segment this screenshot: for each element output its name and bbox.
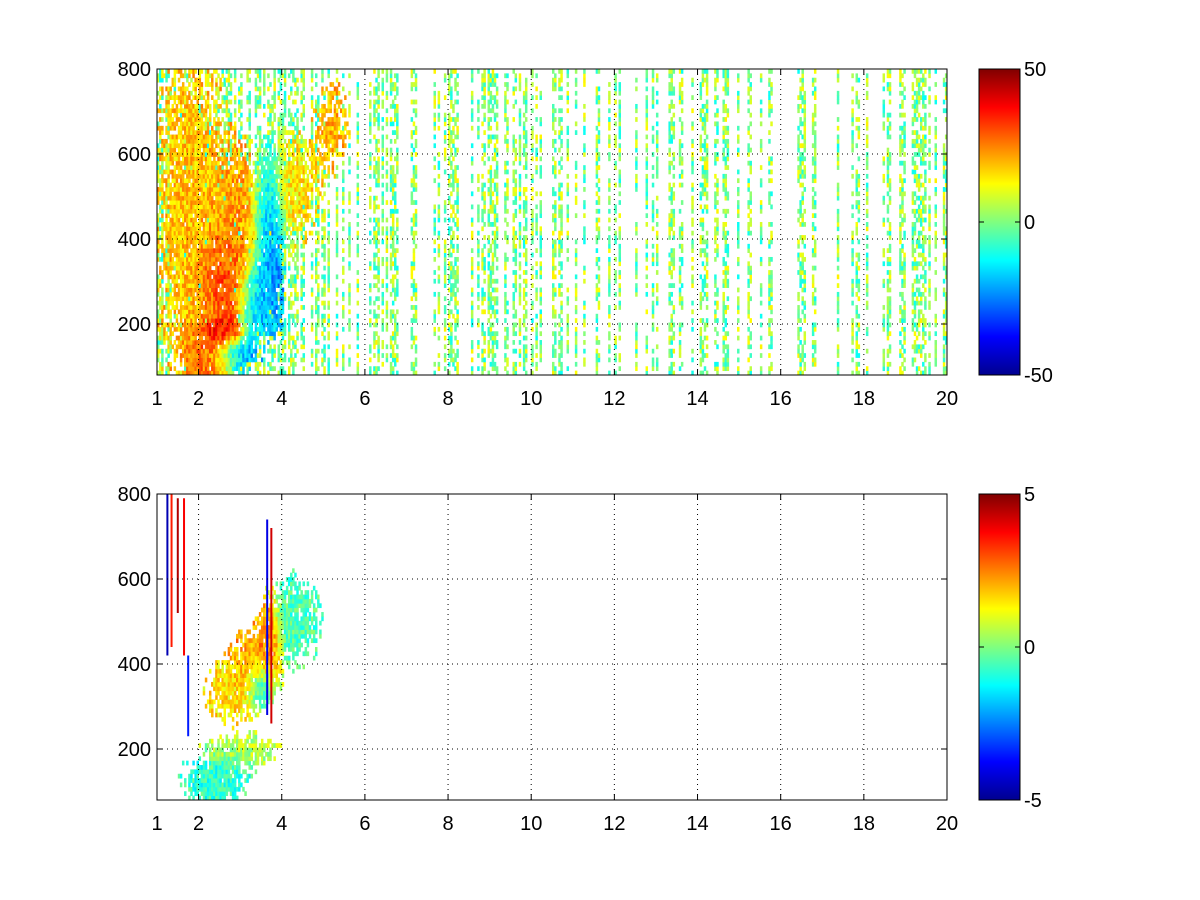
x-tick-label: 18 — [853, 388, 875, 410]
x-tick-label: 20 — [936, 388, 958, 410]
colorbar-tick-label: 5 — [1024, 484, 1035, 506]
x-tick-label: 2 — [193, 813, 204, 835]
x-tick-label: 10 — [520, 813, 542, 835]
y-tick-label: 200 — [118, 314, 151, 336]
x-tick-label: 8 — [442, 388, 453, 410]
x-tick-label: 18 — [853, 813, 875, 835]
x-tick-label: 14 — [686, 388, 708, 410]
colorbar-tick-label: -5 — [1024, 790, 1042, 812]
x-tick-label: 1 — [151, 813, 162, 835]
x-tick-label: 16 — [770, 813, 792, 835]
y-tick-label: 800 — [118, 59, 151, 81]
x-tick-label: 2 — [193, 388, 204, 410]
grid — [157, 494, 947, 800]
axes-frame — [156, 493, 948, 801]
y-tick-label: 400 — [118, 229, 151, 251]
x-tick-label: 6 — [359, 388, 370, 410]
x-tick-label: 16 — [770, 388, 792, 410]
colorbar: -50 0 50 — [978, 59, 1053, 387]
grid — [157, 69, 947, 375]
heatmap-cells — [157, 69, 948, 376]
x-tick-label: 20 — [936, 813, 958, 835]
x-tick-label: 8 — [442, 813, 453, 835]
y-tick-label: 200 — [118, 739, 151, 761]
x-tick-label: 1 — [151, 388, 162, 410]
y-tick-label: 800 — [118, 484, 151, 506]
x-tick-label: 12 — [603, 813, 625, 835]
x-tick-label: 10 — [520, 388, 542, 410]
colorbar-tick-label: 0 — [1024, 212, 1035, 234]
y-tick-label: 400 — [118, 654, 151, 676]
heatmap-cells — [177, 568, 324, 801]
colorbar-tick-label: -50 — [1024, 365, 1053, 387]
colorbar: -5 0 5 — [978, 484, 1042, 812]
x-tick-label: 4 — [276, 813, 287, 835]
x-tick-label: 4 — [276, 388, 287, 410]
y-tick-label: 600 — [118, 144, 151, 166]
x-tick-label: 14 — [686, 813, 708, 835]
x-tick-label: 6 — [359, 813, 370, 835]
axes-frame — [156, 68, 948, 376]
x-tick-label: 12 — [603, 388, 625, 410]
colorbar-tick-label: 50 — [1024, 59, 1046, 81]
y-tick-label: 600 — [118, 569, 151, 591]
colorbar-tick-label: 0 — [1024, 637, 1035, 659]
